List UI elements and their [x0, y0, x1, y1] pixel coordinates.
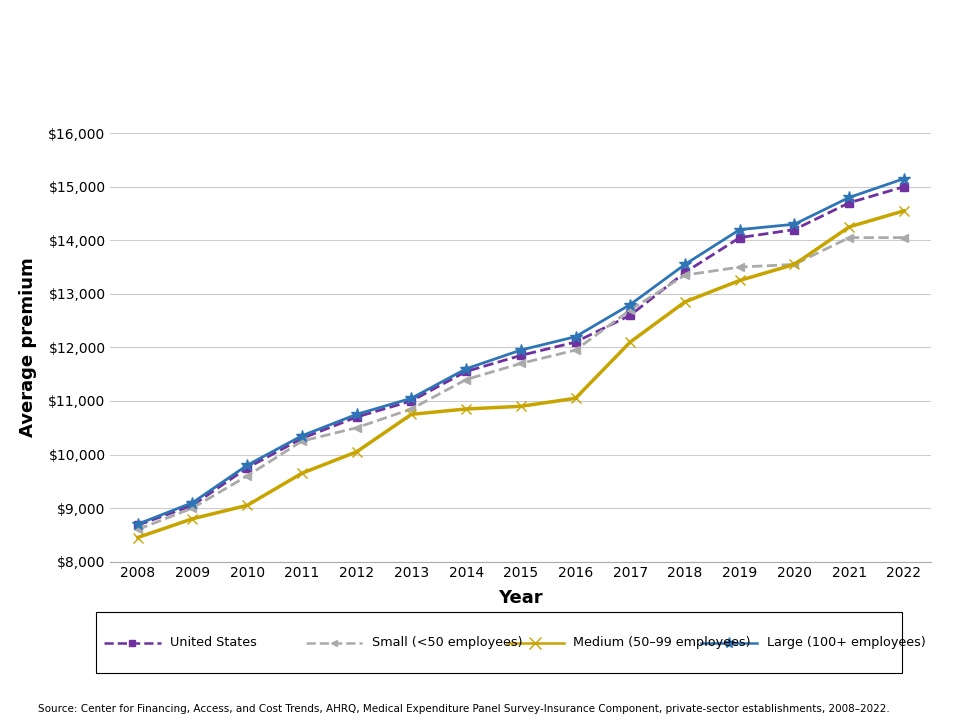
Text: private-sector employee, overall and by firm size, 2008–2022: private-sector employee, overall and by …	[64, 73, 761, 93]
Text: Figure 7. Average total employee-plus-one premium per enrolled: Figure 7. Average total employee-plus-on…	[41, 32, 784, 50]
X-axis label: Year: Year	[498, 589, 543, 607]
Text: Large (100+ employees): Large (100+ employees)	[767, 636, 925, 649]
Text: Small (<50 employees): Small (<50 employees)	[372, 636, 522, 649]
Text: Source: Center for Financing, Access, and Cost Trends, AHRQ, Medical Expenditure: Source: Center for Financing, Access, an…	[38, 704, 890, 714]
Text: United States: United States	[170, 636, 257, 649]
Text: Medium (50–99 employees): Medium (50–99 employees)	[573, 636, 751, 649]
Y-axis label: Average premium: Average premium	[19, 258, 37, 437]
